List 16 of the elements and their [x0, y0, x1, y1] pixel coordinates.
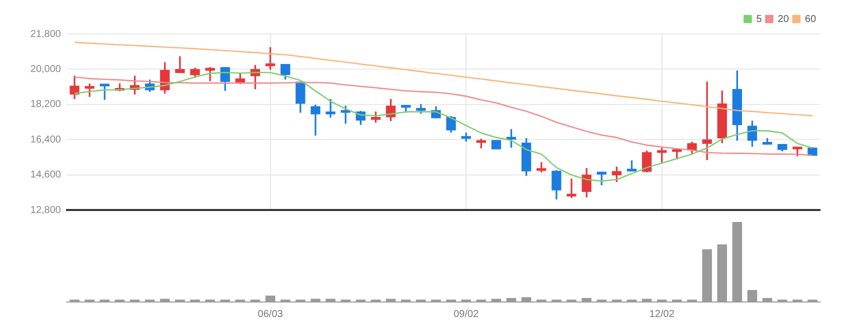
legend-label: 20 [778, 14, 790, 25]
y-tick-label: 16,400 [30, 134, 62, 146]
y-tick-label: 14,600 [30, 170, 62, 181]
x-tick-label: 06/03 [258, 308, 284, 320]
y-tick-label: 18,200 [30, 99, 62, 110]
x-tick-label: 12/02 [649, 308, 675, 320]
candlestick [536, 162, 546, 172]
y-tick-label: 20,000 [30, 64, 62, 75]
y-tick-label: 12,800 [30, 204, 62, 216]
legend-label: 5 [756, 14, 762, 25]
legend-label: 60 [804, 14, 816, 25]
y-tick-label: 21,800 [30, 28, 62, 40]
candlestick [491, 140, 502, 150]
candlestick [461, 132, 471, 142]
candlestick [476, 138, 486, 148]
x-tick-label: 09/02 [454, 308, 480, 320]
